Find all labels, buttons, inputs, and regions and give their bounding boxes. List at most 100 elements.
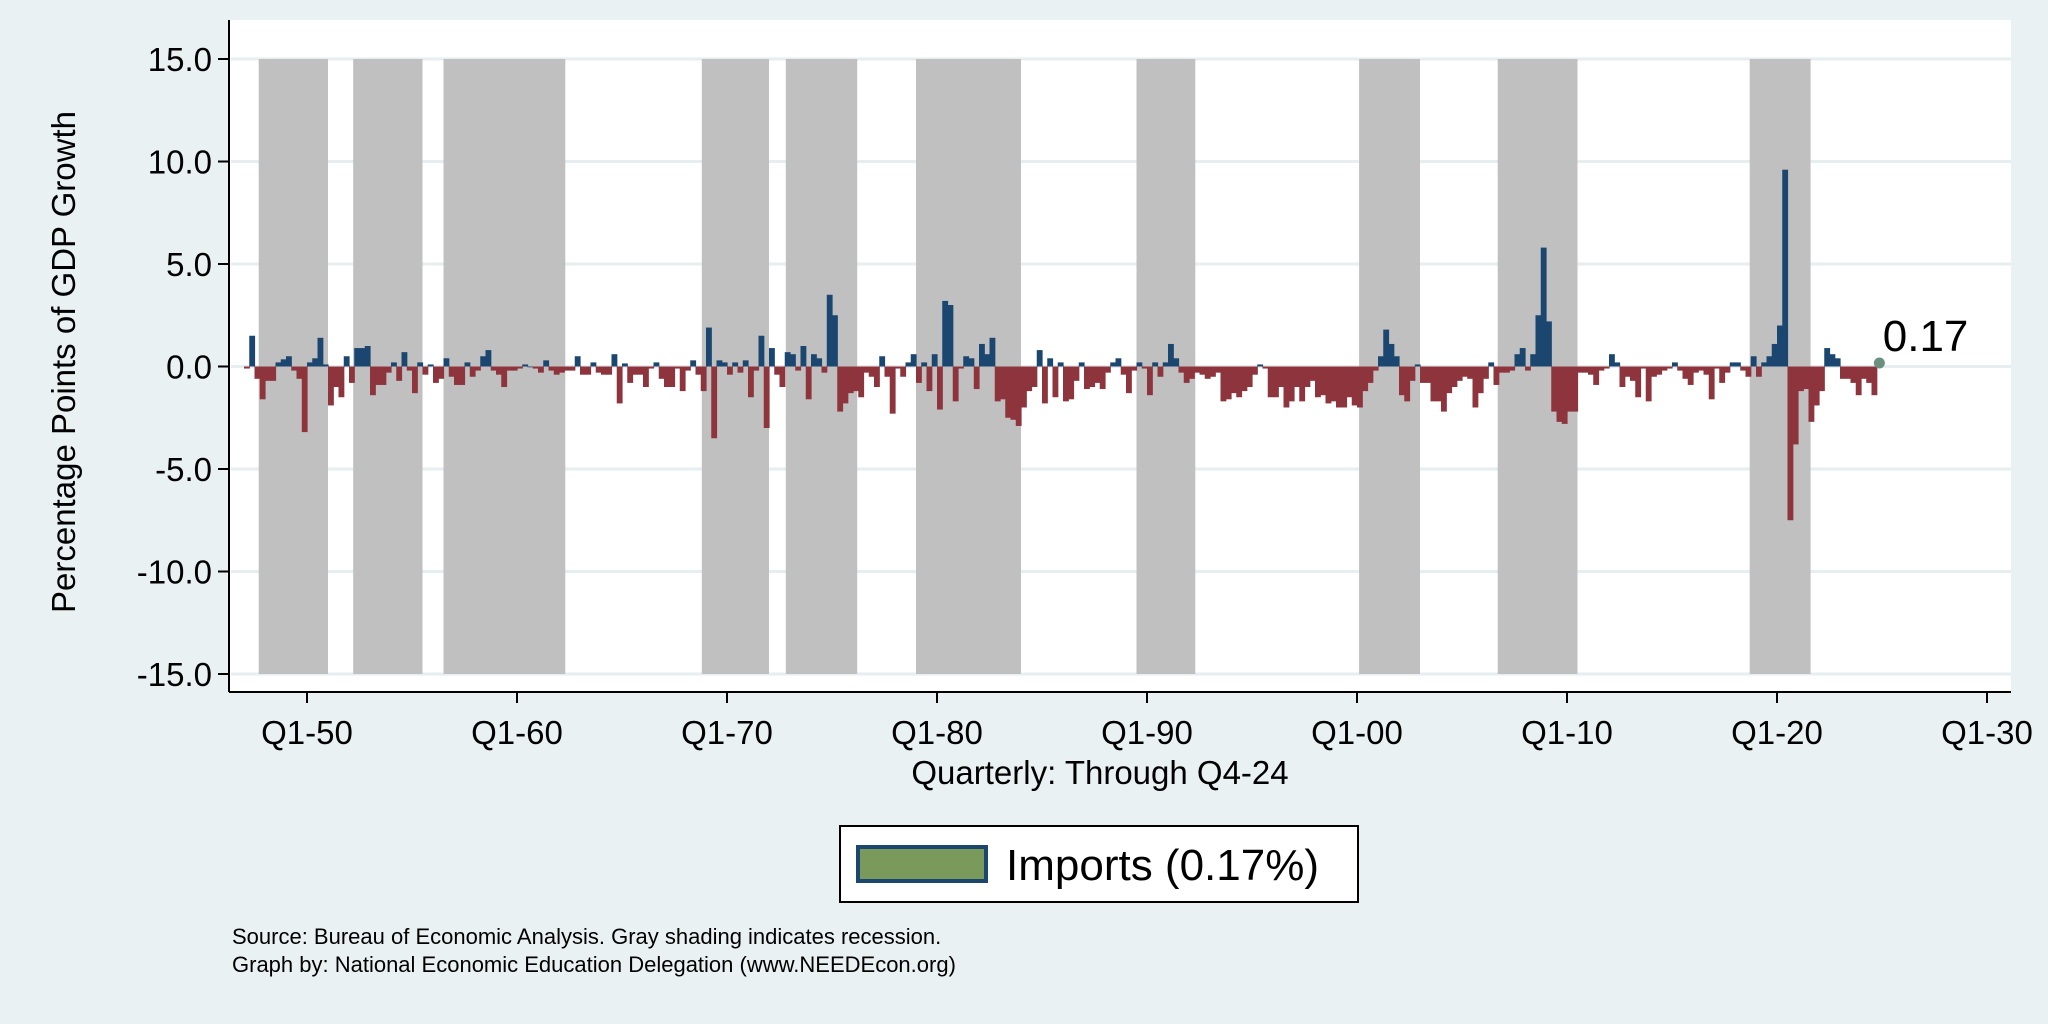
bar-positive	[942, 300, 949, 367]
bar-negative	[916, 366, 922, 383]
bar-negative	[1462, 366, 1468, 377]
bar-negative	[506, 366, 513, 371]
bar-negative	[1215, 366, 1222, 373]
y-tick-label: -5.0	[155, 451, 212, 488]
bar-negative	[1015, 366, 1022, 426]
bar-negative	[1698, 366, 1705, 371]
bar-positive	[921, 362, 928, 367]
bar-negative	[1325, 366, 1332, 404]
last-value-label: 0.17	[1883, 312, 1969, 361]
bar-positive	[979, 343, 985, 367]
bar-negative	[1021, 366, 1027, 408]
bar-negative	[1656, 366, 1663, 375]
bar-positive	[364, 346, 371, 367]
bar-negative	[438, 366, 445, 379]
bar-positive	[611, 354, 618, 367]
bar-negative	[1094, 366, 1101, 383]
x-ticks: Q1-50 Q1-60 Q1-70 Q1-80 Q1-90 Q1-00 Q1-10 Q1-20…	[261, 692, 2033, 751]
bar-positive	[1735, 362, 1741, 367]
bar-negative	[1189, 366, 1195, 379]
bar-negative	[1861, 366, 1867, 379]
bar-negative	[1183, 366, 1190, 383]
bar-negative	[679, 366, 686, 392]
bar-positive	[1136, 362, 1143, 367]
bar-negative	[1372, 366, 1379, 371]
bar-positive	[1777, 325, 1783, 367]
legend-label: Imports (0.17%)	[1006, 841, 1319, 890]
bar-positive	[522, 364, 529, 367]
bar-positive	[480, 356, 487, 367]
bar-negative	[606, 366, 613, 375]
bar-negative	[1635, 366, 1642, 398]
bar-positive	[1540, 247, 1547, 367]
bar-negative	[1120, 366, 1127, 375]
bar-positive	[1782, 169, 1789, 367]
bar-positive	[1609, 354, 1615, 367]
bar-negative	[1435, 366, 1442, 402]
bar-negative	[1850, 366, 1857, 383]
bar-positive	[732, 362, 739, 367]
bar-negative	[1042, 366, 1048, 404]
bar-negative	[1472, 366, 1479, 408]
x-tick-label: Q1-80	[891, 714, 983, 751]
bar-negative	[1147, 366, 1153, 396]
bar-negative	[1425, 366, 1432, 383]
bar-negative	[727, 366, 733, 375]
bar-positive	[1383, 329, 1390, 367]
bar-negative	[1236, 366, 1243, 398]
bar-positive	[1378, 356, 1384, 367]
bar-negative	[685, 366, 691, 371]
bar-negative	[1509, 366, 1516, 371]
bar-positive	[784, 352, 791, 367]
bar-negative	[1246, 366, 1253, 387]
bar-negative	[1362, 366, 1369, 392]
bar-negative	[1126, 366, 1132, 394]
bar-positive	[1530, 354, 1537, 367]
bar-positive	[1546, 321, 1552, 367]
bar-negative	[1855, 366, 1862, 396]
bar-negative	[1840, 366, 1846, 379]
bar-negative	[385, 366, 392, 373]
bar-negative	[1803, 366, 1810, 390]
bar-positive	[800, 346, 807, 367]
bar-negative	[1351, 366, 1358, 406]
bar-negative	[1052, 366, 1059, 398]
bar-positive	[312, 358, 319, 367]
bar-positive	[417, 362, 424, 367]
bar-negative	[858, 366, 865, 398]
bar-negative	[380, 366, 387, 385]
bar-negative	[1199, 366, 1206, 375]
x-tick-label: Q1-90	[1101, 714, 1193, 751]
bar-negative	[333, 366, 340, 387]
bar-negative	[643, 366, 649, 387]
bar-negative	[412, 366, 418, 394]
bar-negative	[1682, 366, 1689, 379]
bar-negative	[874, 366, 880, 387]
bar-positive	[1257, 364, 1264, 367]
bar-negative	[1588, 366, 1594, 375]
bar-negative	[1651, 366, 1657, 377]
bar-negative	[1267, 366, 1274, 398]
bar-positive	[1078, 362, 1085, 367]
bar-negative	[711, 366, 718, 439]
bar-negative	[1073, 366, 1080, 381]
bar-negative	[1010, 366, 1017, 420]
bar-negative	[1231, 366, 1237, 394]
bar-positive	[758, 335, 765, 367]
bar-negative	[779, 366, 786, 387]
bar-negative	[1330, 366, 1337, 402]
bar-positive	[1173, 358, 1180, 367]
bar-negative	[406, 366, 413, 371]
bar-negative	[637, 366, 644, 375]
y-axis-title: Percentage Points of GDP Growth	[45, 111, 82, 613]
bar-negative	[459, 366, 466, 385]
bar-negative	[1787, 366, 1794, 521]
bar-negative	[658, 366, 665, 379]
bar-positive	[1761, 362, 1768, 367]
bar-positive	[527, 366, 534, 368]
bar-positive	[280, 359, 287, 367]
bar-negative	[265, 366, 271, 381]
bar-negative	[1871, 366, 1878, 396]
bar-negative	[1756, 366, 1762, 377]
bar-negative	[1603, 366, 1610, 369]
